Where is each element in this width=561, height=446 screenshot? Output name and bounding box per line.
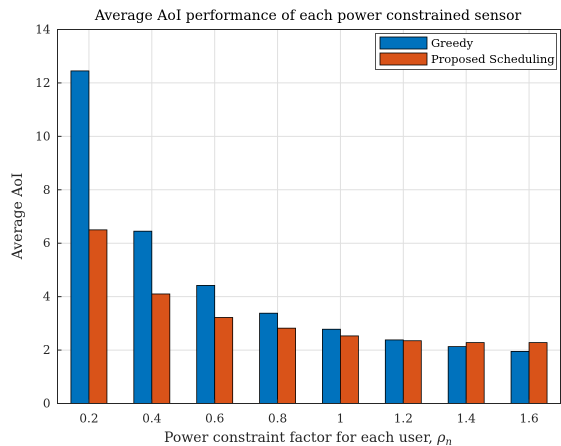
legend: Greedy Proposed Scheduling <box>375 33 557 70</box>
x-axis-label-text: Power constraint factor for each user, <box>164 430 437 446</box>
x-tick-label: 0.2 <box>79 412 98 426</box>
x-ticks: 0.2 0.4 0.6 0.8 1 1.2 1.4 1.6 <box>79 399 539 426</box>
bar-greedy-1.2 <box>384 339 404 404</box>
bar-greedy-0.4 <box>133 230 153 404</box>
x-tick-label: 0.6 <box>205 412 224 426</box>
legend-swatch-greedy <box>379 36 428 50</box>
bar-proposed-0.8 <box>277 327 296 404</box>
y-tick-label: 2 <box>43 343 51 357</box>
y-tick-label: 14 <box>35 23 51 37</box>
bar-proposed-1.4 <box>465 342 485 404</box>
x-axis-label-symbol: ρ <box>436 430 446 446</box>
bar-proposed-0.4 <box>151 293 171 404</box>
bar-proposed-0.6 <box>214 317 234 404</box>
bar-greedy-1 <box>322 328 341 404</box>
legend-label-proposed: Proposed Scheduling <box>431 52 555 66</box>
y-tick-label: 0 <box>43 397 51 411</box>
x-tick-label: 1.2 <box>394 412 413 426</box>
bar-greedy-1.4 <box>447 346 467 404</box>
bar-greedy-0.8 <box>259 312 278 404</box>
bar-proposed-1.2 <box>402 340 422 404</box>
x-axis-label-subscript: n <box>445 437 451 446</box>
bar-greedy-1.6 <box>510 351 530 404</box>
y-tick-label: 4 <box>43 290 51 304</box>
x-axis-label: Power constraint factor for each user, ρ… <box>164 430 452 446</box>
bar-proposed-0.2 <box>88 229 108 404</box>
bar-greedy-0.2 <box>70 70 90 404</box>
x-tick-label: 0.4 <box>142 412 161 426</box>
y-tick-label: 12 <box>35 76 50 90</box>
x-tick-label: 1.6 <box>520 412 539 426</box>
legend-swatch-proposed <box>379 52 428 66</box>
x-tick-label: 1.4 <box>457 412 476 426</box>
bar-greedy-0.6 <box>196 285 216 404</box>
gridlines <box>57 29 561 404</box>
legend-label-greedy: Greedy <box>431 36 474 50</box>
x-tick-label: 1 <box>337 412 345 426</box>
bars <box>70 70 548 404</box>
y-tick-label: 10 <box>35 129 50 143</box>
y-ticks: 0 2 4 6 8 10 12 14 <box>35 23 62 411</box>
plot-area-frame <box>57 29 561 404</box>
bar-proposed-1 <box>340 335 359 404</box>
chart-title: Average AoI performance of each power co… <box>94 8 522 24</box>
y-tick-label: 8 <box>43 183 51 197</box>
y-axis-label: Average AoI <box>10 173 26 261</box>
x-tick-label: 0.8 <box>268 412 287 426</box>
bar-proposed-1.6 <box>528 342 548 404</box>
y-tick-label: 6 <box>43 236 51 250</box>
